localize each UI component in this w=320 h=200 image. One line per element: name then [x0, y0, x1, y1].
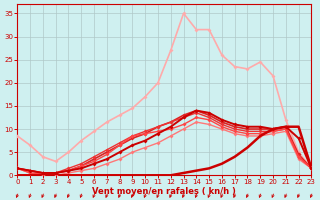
X-axis label: Vent moyen/en rafales ( kn/h ): Vent moyen/en rafales ( kn/h ): [92, 187, 236, 196]
